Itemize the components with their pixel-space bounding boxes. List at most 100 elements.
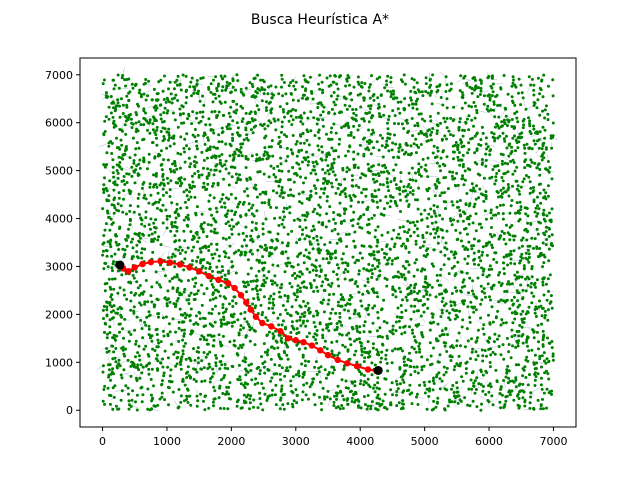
node-point (542, 242, 545, 245)
node-point (253, 77, 256, 80)
node-point (126, 245, 129, 248)
node-point (545, 283, 548, 286)
node-point (502, 204, 505, 207)
node-point (516, 271, 519, 274)
node-point (358, 226, 361, 229)
node-point (346, 399, 349, 402)
node-point (367, 378, 370, 381)
node-point (267, 124, 270, 127)
node-point (127, 228, 130, 231)
node-point (301, 85, 304, 88)
node-point (363, 374, 366, 377)
node-point (334, 256, 337, 259)
node-point (273, 373, 276, 376)
node-point (266, 319, 269, 322)
node-point (453, 391, 456, 394)
node-point (214, 156, 217, 159)
node-point (160, 118, 163, 121)
node-point (432, 388, 435, 391)
node-point (509, 250, 512, 253)
node-point (464, 102, 467, 105)
node-point (479, 369, 482, 372)
node-point (212, 93, 215, 96)
node-point (227, 209, 230, 212)
node-point (148, 314, 151, 317)
node-point (339, 316, 342, 319)
node-point (287, 358, 290, 361)
node-point (183, 151, 186, 154)
node-point (283, 207, 286, 210)
node-point (485, 197, 488, 200)
node-point (303, 142, 306, 145)
node-point (492, 90, 495, 93)
node-point (532, 125, 535, 128)
node-point (400, 311, 403, 314)
node-point (316, 212, 319, 215)
node-point (449, 133, 452, 136)
node-point (140, 363, 143, 366)
node-point (506, 337, 509, 340)
node-point (183, 332, 186, 335)
node-point (501, 160, 504, 163)
node-point (432, 377, 435, 380)
node-point (351, 382, 354, 385)
node-point (196, 240, 199, 243)
node-point (114, 277, 117, 280)
node-point (301, 132, 304, 135)
node-point (471, 137, 474, 140)
node-point (352, 112, 355, 115)
node-point (317, 243, 320, 246)
node-point (218, 396, 221, 399)
node-point (404, 309, 407, 312)
node-point (445, 138, 448, 141)
node-point (508, 343, 511, 346)
node-point (394, 143, 397, 146)
node-point (308, 271, 311, 274)
node-point (238, 173, 241, 176)
node-point (362, 383, 365, 386)
node-point (227, 84, 230, 87)
node-point (181, 339, 184, 342)
node-point (505, 224, 508, 227)
node-point (540, 323, 543, 326)
node-point (436, 274, 439, 277)
node-point (323, 106, 326, 109)
node-point (213, 389, 216, 392)
node-point (417, 403, 420, 406)
node-point (187, 389, 190, 392)
node-point (359, 300, 362, 303)
node-point (406, 220, 409, 223)
node-point (513, 249, 516, 252)
node-point (493, 183, 496, 186)
node-point (261, 201, 264, 204)
node-point (300, 363, 303, 366)
node-point (166, 304, 169, 307)
node-point (108, 229, 111, 232)
node-point (149, 217, 152, 220)
node-point (382, 299, 385, 302)
node-point (543, 137, 546, 140)
node-point (537, 233, 540, 236)
node-point (215, 266, 218, 269)
node-point (475, 184, 478, 187)
node-point (203, 159, 206, 162)
node-point (532, 94, 535, 97)
node-point (333, 91, 336, 94)
node-point (437, 112, 440, 115)
node-point (440, 228, 443, 231)
node-point (397, 387, 400, 390)
node-point (160, 164, 163, 167)
node-point (532, 295, 535, 298)
node-point (488, 336, 491, 339)
node-point (471, 92, 474, 95)
node-point (235, 109, 238, 112)
node-point (426, 408, 429, 411)
node-point (279, 407, 282, 410)
node-point (299, 219, 302, 222)
node-point (360, 81, 363, 84)
node-point (351, 397, 354, 400)
node-point (238, 135, 241, 138)
node-point (384, 406, 387, 409)
node-point (369, 83, 372, 86)
node-point (524, 278, 527, 281)
